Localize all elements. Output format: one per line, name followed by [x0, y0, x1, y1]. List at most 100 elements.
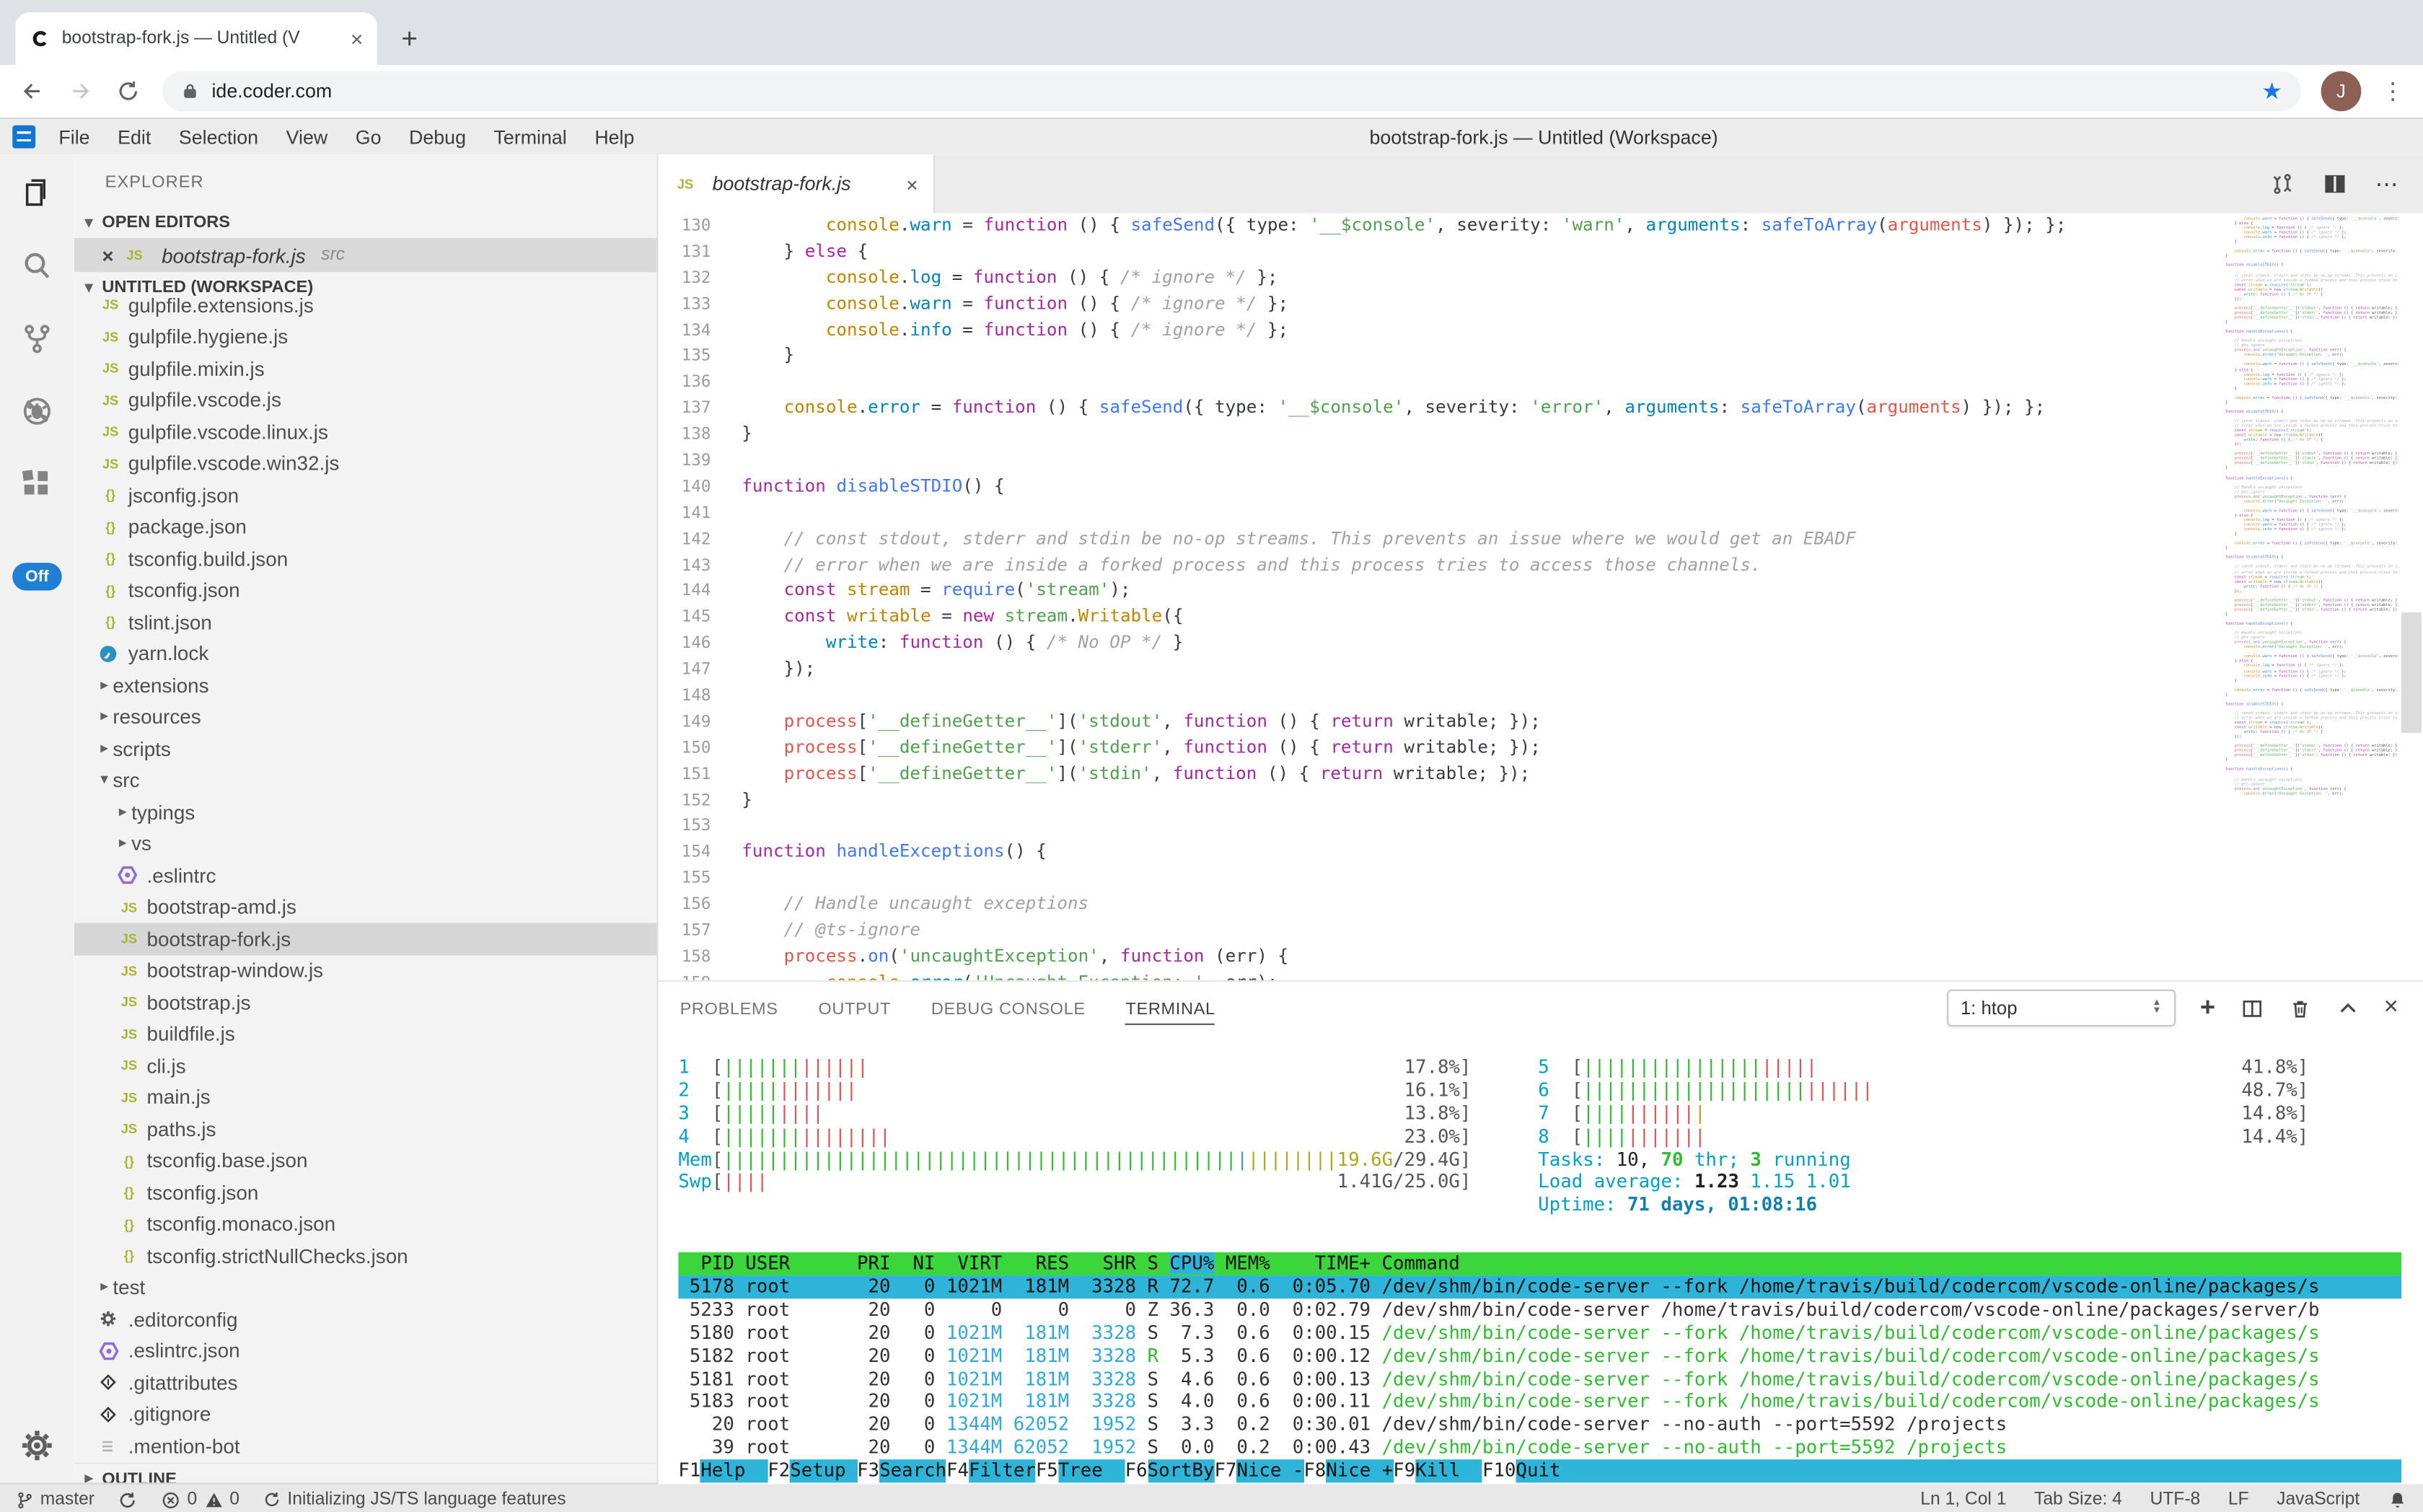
terminal[interactable]: 1 [||||||||||||| 17.8%] 5 [|||||||||||||… — [659, 1034, 2423, 1485]
tree-item-.eslintrc[interactable]: .eslintrc — [74, 860, 657, 892]
tree-item-.gitattributes[interactable]: .gitattributes — [74, 1367, 657, 1399]
menu-help[interactable]: Help — [581, 126, 648, 148]
open-editors-header[interactable]: ▾ OPEN EDITORS — [74, 207, 657, 238]
split-editor-icon[interactable] — [2323, 172, 2347, 196]
explorer-icon[interactable] — [19, 175, 56, 211]
new-tab-button[interactable]: + — [390, 19, 430, 59]
tree-item-gulpfile.hygiene.js[interactable]: JSgulpfile.hygiene.js — [74, 321, 657, 353]
status-ln-1-col-1[interactable]: Ln 1, Col 1 — [1920, 1490, 2006, 1509]
menu-file[interactable]: File — [45, 126, 104, 148]
problems-indicator[interactable]: 0 0 — [161, 1490, 239, 1510]
close-icon[interactable]: × — [906, 172, 918, 195]
tree-item-vs[interactable]: ▸vs — [74, 828, 657, 860]
tree-item-gulpfile.extensions.js[interactable]: JSgulpfile.extensions.js — [74, 289, 657, 321]
panel-tab-debug-console[interactable]: DEBUG CONSOLE — [931, 993, 1086, 1024]
avatar[interactable]: J — [2321, 71, 2362, 112]
open-editor-item[interactable]: × JS bootstrap-fork.js src — [74, 238, 657, 272]
menu-selection[interactable]: Selection — [165, 126, 273, 148]
minimap[interactable]: console.warn = function () { safeSend({ … — [2225, 216, 2398, 835]
status-javascript[interactable]: JavaScript — [2277, 1490, 2360, 1509]
browser-tab[interactable]: bootstrap-fork.js — Untitled (V × — [15, 12, 377, 65]
tree-item-tsconfig.json[interactable]: {}tsconfig.json — [74, 574, 657, 606]
htop-process-row[interactable]: 5181 root 20 0 1021M 181M 3328 S 4.6 0.6… — [678, 1368, 2401, 1391]
tree-item-.mention-bot[interactable]: .mention-bot — [74, 1430, 657, 1462]
kill-terminal-icon[interactable] — [2288, 996, 2311, 1019]
tree-item-yarn.lock[interactable]: yarn.lock — [74, 638, 657, 669]
menu-terminal[interactable]: Terminal — [480, 126, 581, 148]
menu-debug[interactable]: Debug — [395, 126, 480, 148]
tree-item-.editorconfig[interactable]: .editorconfig — [74, 1304, 657, 1335]
language-status[interactable]: Initializing JS/TS language features — [263, 1490, 566, 1509]
tree-item-tsconfig.build.json[interactable]: {}tsconfig.build.json — [74, 542, 657, 574]
menu-edit[interactable]: Edit — [104, 126, 165, 148]
tree-item-extensions[interactable]: ▸extensions — [74, 669, 657, 701]
tree-item-package.json[interactable]: {}package.json — [74, 511, 657, 542]
compare-changes-icon[interactable] — [2270, 172, 2295, 196]
maximize-panel-icon[interactable] — [2336, 996, 2359, 1019]
tree-item-tsconfig.json[interactable]: {}tsconfig.json — [74, 1177, 657, 1208]
status-lf[interactable]: LF — [2228, 1490, 2249, 1509]
tree-item-bootstrap.js[interactable]: JSbootstrap.js — [74, 986, 657, 1018]
back-icon[interactable] — [19, 77, 47, 105]
tree-item-bootstrap-fork.js[interactable]: JSbootstrap-fork.js — [74, 923, 657, 954]
tree-item-.eslintrc.json[interactable]: .eslintrc.json — [74, 1335, 657, 1367]
more-actions-icon[interactable]: ⋯ — [2375, 170, 2398, 198]
tree-item-bootstrap-window.js[interactable]: JSbootstrap-window.js — [74, 954, 657, 986]
url-bar[interactable]: ide.coder.com ★ — [162, 71, 2301, 112]
tree-item-main.js[interactable]: JSmain.js — [74, 1081, 657, 1113]
tree-item-bootstrap-amd.js[interactable]: JSbootstrap-amd.js — [74, 892, 657, 923]
tree-item-resources[interactable]: ▸resources — [74, 701, 657, 733]
tree-item-buildfile.js[interactable]: JSbuildfile.js — [74, 1018, 657, 1050]
tree-item-tsconfig.strictNullChecks.json[interactable]: {}tsconfig.strictNullChecks.json — [74, 1240, 657, 1272]
tree-item-gulpfile.vscode.js[interactable]: JSgulpfile.vscode.js — [74, 384, 657, 416]
sync-icon[interactable] — [118, 1490, 138, 1510]
tree-item-gulpfile.mixin.js[interactable]: JSgulpfile.mixin.js — [74, 353, 657, 384]
menu-view[interactable]: View — [272, 126, 341, 148]
editor-tab[interactable]: JS bootstrap-fork.js × — [659, 154, 935, 213]
status-tab-size-4[interactable]: Tab Size: 4 — [2034, 1490, 2122, 1509]
tree-item-.gitignore[interactable]: .gitignore — [74, 1398, 657, 1430]
settings-gear-icon[interactable] — [19, 1427, 56, 1464]
tree-item-tsconfig.base.json[interactable]: {}tsconfig.base.json — [74, 1145, 657, 1177]
source-control-icon[interactable] — [19, 320, 56, 357]
panel-tab-output[interactable]: OUTPUT — [818, 993, 891, 1024]
notifications-bell-icon[interactable] — [2388, 1490, 2408, 1510]
htop-process-row[interactable]: 5178 root 20 0 1021M 181M 3328 R 72.7 0.… — [678, 1275, 2401, 1298]
search-icon[interactable] — [19, 247, 56, 284]
bookmark-star-icon[interactable]: ★ — [2261, 77, 2282, 105]
tree-item-typings[interactable]: ▸typings — [74, 796, 657, 828]
tab-close-icon[interactable]: × — [351, 28, 364, 50]
htop-fkey-bar[interactable]: F1Help F2Setup F3SearchF4FilterF5Tree F6… — [678, 1459, 2401, 1482]
new-terminal-icon[interactable]: + — [2200, 993, 2215, 1024]
htop-process-row[interactable]: 20 root 20 0 1344M 62052 1952 S 3.3 0.2 … — [678, 1414, 2401, 1437]
menu-go[interactable]: Go — [341, 126, 395, 148]
tree-item-gulpfile.vscode.linux.js[interactable]: JSgulpfile.vscode.linux.js — [74, 416, 657, 448]
tree-item-jsconfig.json[interactable]: {}jsconfig.json — [74, 479, 657, 511]
htop-process-row[interactable]: 5183 root 20 0 1021M 181M 3328 S 4.0 0.6… — [678, 1391, 2401, 1414]
status-utf-8[interactable]: UTF-8 — [2150, 1490, 2200, 1509]
tree-item-paths.js[interactable]: JSpaths.js — [74, 1113, 657, 1145]
close-icon[interactable]: × — [102, 244, 113, 267]
tree-item-cli.js[interactable]: JScli.js — [74, 1050, 657, 1081]
htop-process-row[interactable]: 5180 root 20 0 1021M 181M 3328 S 7.3 0.6… — [678, 1322, 2401, 1345]
htop-process-row[interactable]: 5182 root 20 0 1021M 181M 3328 R 5.3 0.6… — [678, 1345, 2401, 1368]
split-terminal-icon[interactable] — [2240, 996, 2263, 1019]
browser-menu-icon[interactable]: ⋮ — [2381, 77, 2404, 105]
tree-item-test[interactable]: ▸test — [74, 1272, 657, 1304]
panel-tab-problems[interactable]: PROBLEMS — [680, 993, 778, 1024]
close-panel-icon[interactable]: × — [2384, 994, 2398, 1022]
git-branch-indicator[interactable]: master — [15, 1490, 94, 1510]
reload-icon[interactable] — [115, 77, 143, 105]
htop-process-row[interactable]: 5233 root 20 0 0 0 0 Z 36.3 0.0 0:02.79 … — [678, 1298, 2401, 1322]
debug-disabled-icon[interactable] — [19, 392, 56, 429]
collaboration-off-badge[interactable]: Off — [12, 563, 62, 591]
tree-item-gulpfile.vscode.win32.js[interactable]: JSgulpfile.vscode.win32.js — [74, 447, 657, 479]
panel-tab-terminal[interactable]: TERMINAL — [1125, 993, 1215, 1025]
terminal-select[interactable]: 1: htop ▲▼ — [1947, 990, 2176, 1027]
tree-item-tsconfig.monaco.json[interactable]: {}tsconfig.monaco.json — [74, 1208, 657, 1240]
editor-scrollbar[interactable] — [2401, 612, 2422, 733]
tree-item-scripts[interactable]: ▸scripts — [74, 733, 657, 765]
forward-icon[interactable] — [66, 77, 94, 105]
tree-item-src[interactable]: ▾src — [74, 765, 657, 796]
htop-process-row[interactable]: 39 root 20 0 1344M 62052 1952 S 0.0 0.2 … — [678, 1437, 2401, 1460]
